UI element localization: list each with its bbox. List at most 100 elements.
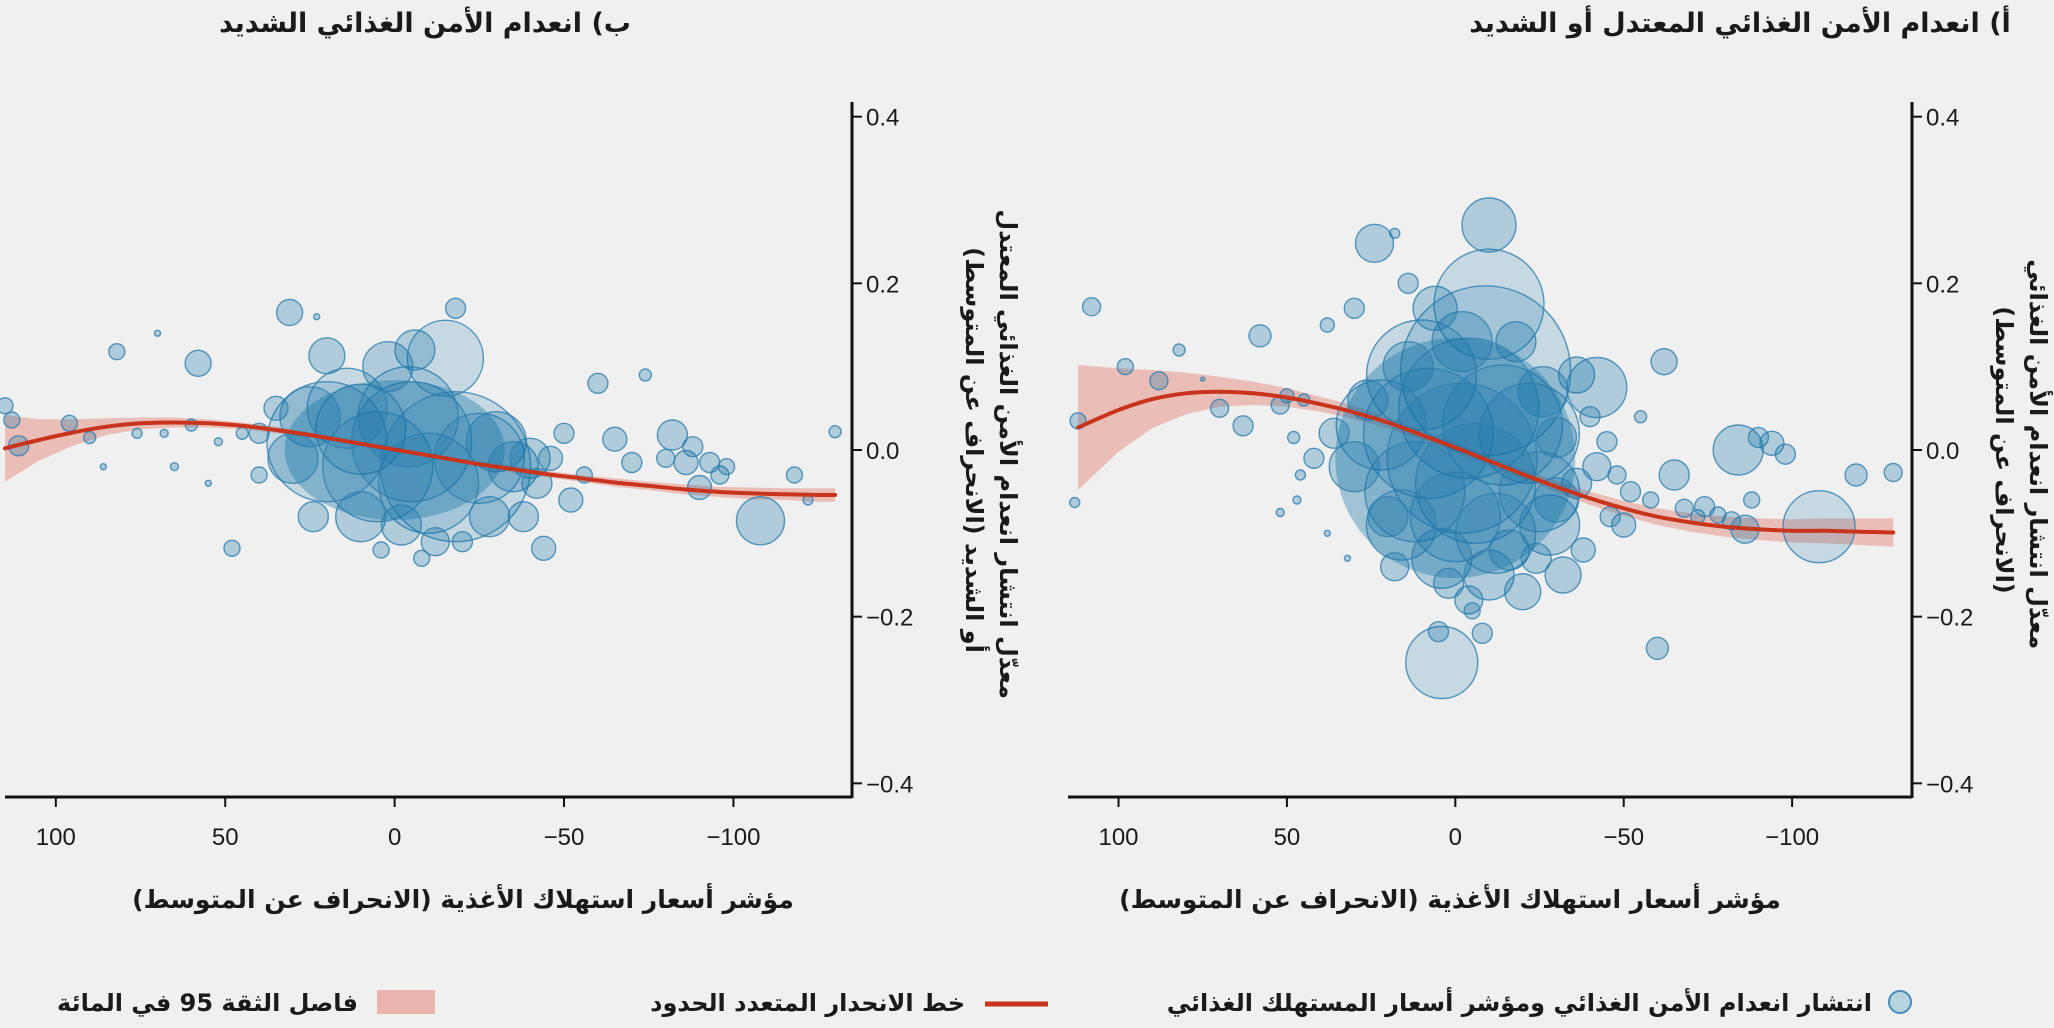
bubble-point [250, 466, 268, 484]
bubble-point [1742, 491, 1761, 509]
panel-a-y-axis-label-line-2: (الانحراف عن المتوسط) [1990, 306, 2018, 594]
x-tick-label: −50 [544, 824, 585, 851]
panel-b: ب) انعدام الأمن الغذائي الشديد 100 50 0 −50… [0, 6, 1023, 915]
panel-b-y-axis-label: معدّل انتشار انعدام الأمن الغذائي المعتد… [960, 201, 1023, 699]
bubble-point [1454, 585, 1484, 615]
bubble-point [1292, 495, 1302, 505]
bubble-cloud [1335, 338, 1576, 578]
bubble-point [1582, 452, 1612, 482]
legend-bubbles-label: انتشار انعدام الأمن الغذائي ومؤشر أسعار … [1167, 987, 1872, 1017]
bubble-point [1883, 462, 1903, 483]
bubble-point [686, 474, 713, 501]
bubble-point [159, 428, 169, 438]
bubble-point [1641, 491, 1660, 509]
bubble-point [1535, 416, 1578, 459]
bubble-point [1149, 371, 1169, 391]
bubble-point [638, 368, 652, 382]
bubble-point [717, 458, 736, 476]
bubble-point [1774, 443, 1797, 465]
bubble-point [1488, 529, 1530, 571]
bubble-point [1248, 324, 1272, 348]
bubble-point [1323, 529, 1332, 537]
bubble-point [372, 541, 390, 559]
bubble-point [621, 451, 643, 474]
bubble-point [184, 349, 212, 377]
bubble-point [1503, 573, 1542, 611]
bubble-point [380, 504, 423, 546]
bubble-point [1172, 343, 1186, 357]
bubble-point [3, 411, 21, 429]
bubble-point [1599, 506, 1621, 528]
bubble-point [313, 313, 321, 321]
bubble-point [1343, 554, 1352, 562]
bubble-point [735, 496, 786, 546]
panel-a-x-axis-label: مؤشر أسعار استهلاك الأغذية (الانحراف عن … [1119, 883, 1781, 915]
panel-a-title: أ) انعدام الأمن الغذائي المعتدل أو الشدي… [1469, 5, 2011, 39]
regression-line [1076, 389, 1896, 535]
bubble-point [1610, 512, 1637, 538]
bubble-point [153, 329, 162, 337]
bubble-point [656, 419, 689, 451]
bubble-point [1081, 297, 1102, 317]
bubble-point [413, 549, 431, 567]
bubble-point [1596, 431, 1618, 453]
bubble-point [306, 367, 388, 449]
bubble-point [1674, 498, 1695, 518]
bubble-point [169, 462, 180, 472]
panel-a-axes: 100 50 0 −50 −100 0.4 0.2 0.0 −0.2 −0.4 [1068, 102, 1973, 851]
bubble-point [1645, 636, 1670, 660]
bubble-point [1398, 337, 1540, 479]
bubble-point [1068, 496, 1081, 509]
bubble-point [1658, 459, 1690, 491]
bubble-point [1303, 447, 1325, 469]
legend-line-label: خط الانحدار المتعدد الحدود [650, 989, 965, 1017]
panel-b-regression [3, 420, 838, 498]
bubble-point [82, 430, 97, 445]
bubble-point [1432, 567, 1465, 599]
bubble-point [204, 479, 213, 487]
bubble-point [1517, 366, 1569, 418]
bubble-point [1382, 341, 1434, 393]
bubble-point [1362, 367, 1495, 499]
bubble-point [1478, 382, 1581, 484]
bubble-point [1518, 494, 1581, 556]
panel-b-bubbles [0, 297, 842, 567]
panel-b-y-axis-label-line-2: أو الشديد (الانحراف عن المتوسط) [960, 247, 990, 653]
bubble-point [444, 297, 467, 319]
bubble-point [335, 491, 387, 543]
bubble-point [99, 463, 108, 471]
confidence-band [5, 415, 836, 502]
bubble-point [223, 539, 241, 557]
bubble-point [263, 395, 289, 421]
bubble-point [1405, 625, 1479, 700]
y-tick-label: −0.2 [866, 605, 913, 632]
panel-a-regression [1076, 389, 1896, 535]
bubble-point [1347, 379, 1389, 421]
y-tick-label: −0.2 [1926, 605, 1973, 632]
bubble-point [1286, 430, 1301, 445]
bubble-point [1335, 379, 1427, 471]
panel-a-y-axis-label-line-1: معدّل انتشار انعدام الأمن الغذائي [2024, 259, 2053, 649]
legend-band-marker [377, 990, 435, 1014]
bubble-point [1365, 319, 1478, 431]
bubble-point [131, 427, 143, 439]
bubble-point [558, 487, 584, 513]
bubble-point [785, 466, 804, 484]
bubble-point [0, 397, 14, 415]
bubble-point [1471, 622, 1494, 644]
bubble-point [1209, 398, 1230, 418]
y-tick-label: 0.2 [866, 271, 899, 298]
bubble-point [531, 535, 557, 561]
bubble-point [1566, 356, 1628, 419]
bubble-point [297, 501, 329, 533]
bubble-point [1232, 415, 1254, 437]
bubble-point [1412, 285, 1458, 331]
bubble-point [1367, 496, 1409, 538]
bubble-point [682, 436, 704, 458]
y-tick-label: −0.4 [866, 771, 913, 798]
x-tick-label: −100 [706, 824, 760, 851]
panel-b-title: ب) انعدام الأمن الغذائي الشديد [219, 6, 631, 39]
bubble-point [406, 319, 485, 397]
bubble-point [362, 341, 414, 393]
panel-b-axes: 100 50 0 −50 −100 0.4 0.2 0.0 −0.2 −0.4 [5, 102, 913, 851]
